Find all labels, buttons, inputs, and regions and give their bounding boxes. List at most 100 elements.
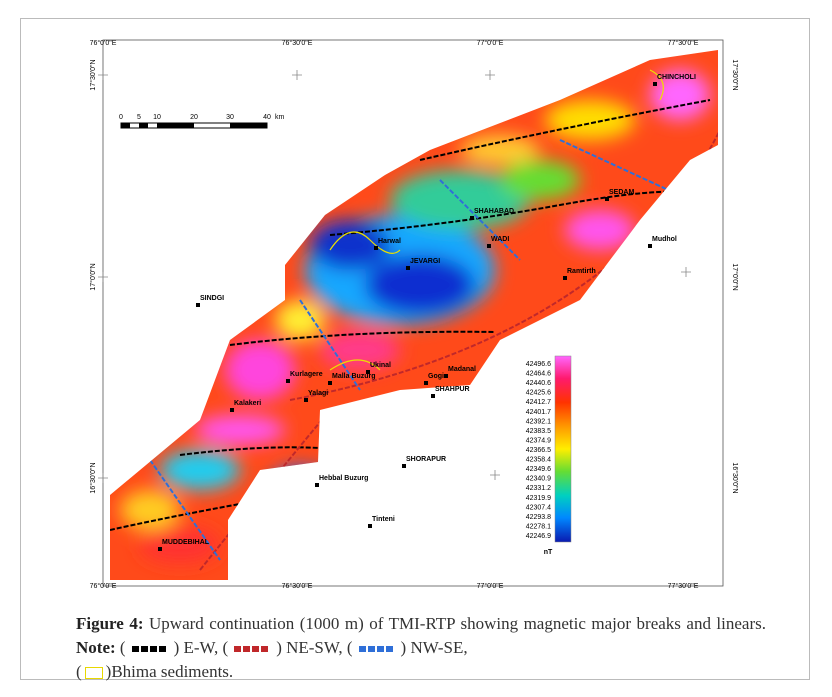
place-marker xyxy=(196,303,200,307)
colorbar-label: 42349.6 xyxy=(526,466,551,473)
place-name: Harwal xyxy=(378,238,401,245)
lon-label: 77°30'0"E xyxy=(668,582,699,590)
place-marker xyxy=(158,547,162,551)
lon-label: 76°0'0"E xyxy=(90,582,117,590)
place-marker xyxy=(424,381,428,385)
colorbar xyxy=(555,356,571,542)
graticule-cross xyxy=(292,70,302,80)
colorbar-unit: nT xyxy=(544,549,553,556)
scale-label: 40 xyxy=(263,114,271,121)
bhima-swatch xyxy=(85,667,103,679)
graticule-cross xyxy=(98,272,108,282)
graticule-cross xyxy=(681,267,691,277)
caption-text: Upward continuation (1000 m) of TMI-RTP … xyxy=(144,614,767,633)
colorbar-label: 42278.1 xyxy=(526,523,551,530)
place-name: SHORAPUR xyxy=(406,456,446,463)
place-name: Tinteni xyxy=(372,516,395,523)
place-marker xyxy=(315,483,319,487)
place-marker xyxy=(374,246,378,250)
graticule-cross xyxy=(485,70,495,80)
note-part: ) NE-SW, ( xyxy=(276,638,352,657)
colorbar-label: 42319.9 xyxy=(526,495,551,502)
place-marker xyxy=(304,398,308,402)
colorbar-label: 42340.9 xyxy=(526,476,551,483)
place-name: Kurlagere xyxy=(290,371,323,378)
lat-label: 17°0'0"N xyxy=(89,263,97,290)
nesw-swatch xyxy=(234,646,270,652)
lat-label: 17°30'0"N xyxy=(731,59,739,90)
colorbar-label: 42307.4 xyxy=(526,504,551,511)
scale-label: 0 xyxy=(119,114,123,121)
place-name: MUDDEBIHAL xyxy=(162,539,210,546)
nwse-swatch xyxy=(359,646,395,652)
lat-label: 17°30'0"N xyxy=(89,59,97,90)
graticule-cross xyxy=(98,70,108,80)
place-name: Hebbal Buzurg xyxy=(319,475,368,482)
place-marker xyxy=(444,374,448,378)
place-name: SINDGI xyxy=(200,295,224,302)
place-name: Ramtirth xyxy=(567,268,596,275)
place-name: Mudhol xyxy=(652,236,677,243)
scale-label: km xyxy=(275,114,285,121)
scale-label: 10 xyxy=(153,114,161,121)
place-marker xyxy=(653,82,657,86)
place-name: SHAHPUR xyxy=(435,386,470,393)
place-marker xyxy=(328,381,332,385)
colorbar-label: 42246.9 xyxy=(526,533,551,540)
lat-label: 16°30'0"N xyxy=(731,462,739,493)
colorbar-label: 42440.6 xyxy=(526,380,551,387)
place-marker xyxy=(406,266,410,270)
place-marker xyxy=(368,524,372,528)
note-part: ) NW-SE, xyxy=(401,638,468,657)
page: 76°0'0"E 76°0'0"E 76°30'0"E 76°30'0"E 77°0'0… xyxy=(0,0,832,697)
colorbar-label: 42366.5 xyxy=(526,447,551,454)
place-name: CHINCHOLI xyxy=(657,74,696,81)
colorbar-label: 42293.8 xyxy=(526,514,551,521)
graticule-cross xyxy=(490,470,500,480)
place-name: SEDAM xyxy=(609,189,634,196)
place-name: WADI xyxy=(491,236,509,243)
lon-label: 77°0'0"E xyxy=(477,39,504,47)
place-marker xyxy=(563,276,567,280)
lon-label: 76°0'0"E xyxy=(90,39,117,47)
caption: Figure 4: Upward continuation (1000 m) o… xyxy=(76,612,766,684)
scale-label: 20 xyxy=(190,114,198,121)
colorbar-label: 42392.1 xyxy=(526,418,551,425)
note-label: Note: xyxy=(76,638,116,657)
colorbar-label: 42464.6 xyxy=(526,371,551,378)
caption-label: Figure 4: xyxy=(76,614,144,633)
place-name: Malla Buzurg xyxy=(332,373,376,380)
place-name: Yalagi xyxy=(308,390,328,397)
lat-label: 16°30'0"N xyxy=(89,462,97,493)
lon-label: 76°30'0"E xyxy=(282,39,313,47)
graticule-cross xyxy=(98,473,108,483)
ew-swatch xyxy=(132,646,168,652)
place-name: Madanal xyxy=(448,366,476,373)
colorbar-label: 42383.5 xyxy=(526,428,551,435)
note-part: ) E-W, ( xyxy=(174,638,229,657)
place-marker xyxy=(230,408,234,412)
scale-label: 30 xyxy=(226,114,234,121)
colorbar-label: 42374.9 xyxy=(526,437,551,444)
note-part: ( xyxy=(76,662,82,681)
place-marker xyxy=(605,197,609,201)
place-name: Gogi xyxy=(428,373,444,380)
place-name: JEVARGI xyxy=(410,258,440,265)
colorbar-label: 42331.2 xyxy=(526,485,551,492)
lat-label: 17°0'0"N xyxy=(731,263,739,290)
place-marker xyxy=(431,394,435,398)
place-marker xyxy=(286,379,290,383)
scale-bar xyxy=(121,123,267,128)
colorbar-label: 42425.6 xyxy=(526,390,551,397)
scale-label: 5 xyxy=(137,114,141,121)
lon-label: 76°30'0"E xyxy=(282,582,313,590)
colorbar-label: 42412.7 xyxy=(526,399,551,406)
note-part: ( xyxy=(116,638,126,657)
lon-label: 77°30'0"E xyxy=(668,39,699,47)
map: 76°0'0"E 76°0'0"E 76°30'0"E 76°30'0"E 77°0'0… xyxy=(0,0,832,600)
colorbar-label: 42358.4 xyxy=(526,457,551,464)
place-name: Ukinal xyxy=(370,362,391,369)
place-marker xyxy=(487,244,491,248)
lon-label: 77°0'0"E xyxy=(477,582,504,590)
place-name: SHAHABAD xyxy=(474,208,514,215)
